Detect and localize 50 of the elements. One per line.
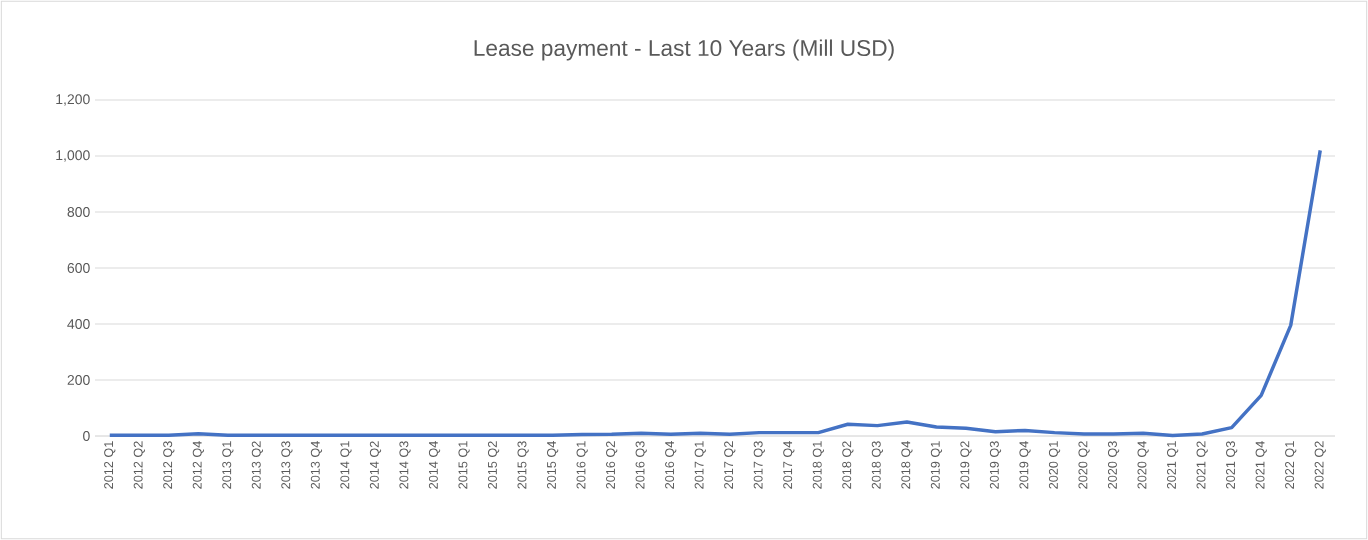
x-tick-label: 2012 Q2: [133, 441, 145, 489]
x-tick-label: 2021 Q4: [1255, 441, 1267, 489]
x-tick-label: 2018 Q4: [901, 441, 913, 489]
x-tick-label: 2022 Q2: [1314, 441, 1326, 489]
x-tick-label: 2021 Q1: [1167, 441, 1179, 489]
x-tick-label: 2019 Q4: [1019, 441, 1031, 489]
x-tick-label: 2018 Q3: [871, 441, 884, 489]
x-tick-label: 2013 Q4: [310, 441, 323, 489]
x-tick-label: 2015 Q4: [547, 441, 559, 489]
y-tick-label: 1,200: [56, 94, 90, 106]
x-tick-label: 2019 Q2: [960, 441, 972, 489]
x-tick-label: 2017 Q2: [724, 441, 736, 489]
x-tick-label: 2014 Q2: [369, 441, 382, 489]
x-tick-label: 2020 Q1: [1048, 441, 1061, 489]
y-tick-label: 200: [67, 375, 90, 385]
x-tick-label: 2016 Q1: [576, 441, 588, 489]
x-tick-label: 2012 Q4: [192, 441, 204, 489]
x-tick-label: 2013 Q1: [222, 441, 234, 489]
x-tick-label: 2017 Q3: [753, 441, 765, 489]
x-tick-label: 2019 Q3: [989, 441, 1002, 489]
x-tick-label: 2020 Q2: [1078, 441, 1090, 489]
x-tick-label: 2021 Q2: [1196, 441, 1208, 489]
y-tick-label: 0: [83, 431, 90, 441]
x-tick-label: 2012 Q1: [104, 441, 116, 489]
x-tick-label: 2020 Q3: [1107, 441, 1120, 489]
x-tick-label: 2017 Q4: [783, 441, 795, 489]
x-tick-label: 2019 Q1: [930, 441, 943, 489]
y-tick-label: 800: [67, 207, 90, 217]
x-tick-label: 2013 Q3: [281, 441, 293, 489]
x-tick-label: 2020 Q4: [1137, 441, 1149, 489]
x-tick-label: 2022 Q1: [1285, 441, 1297, 489]
x-tick-label: 2015 Q2: [487, 441, 500, 489]
x-tick-label: 2016 Q3: [635, 441, 647, 489]
x-tick-label: 2016 Q2: [606, 441, 618, 489]
x-tick-label: 2016 Q4: [665, 441, 677, 489]
x-tick-label: 2012 Q3: [163, 441, 175, 489]
x-tick-label: 2018 Q1: [812, 441, 824, 489]
x-tick-label: 2014 Q3: [399, 441, 411, 489]
x-tick-label: 2017 Q1: [694, 441, 706, 489]
x-tick-label: 2015 Q3: [517, 441, 529, 489]
x-tick-label: 2018 Q2: [842, 441, 854, 489]
x-tick-label: 2013 Q2: [251, 441, 264, 489]
x-tick-label: 2021 Q3: [1226, 441, 1238, 489]
x-tick-label: 2014 Q4: [428, 441, 441, 489]
x-tick-label: 2015 Q1: [458, 441, 470, 489]
x-tick-label: 2014 Q1: [340, 441, 352, 489]
chart-title: Lease payment - Last 10 Years (Mill USD): [474, 39, 894, 61]
y-tick-label: 1,000: [56, 150, 90, 162]
y-tick-label: 600: [67, 263, 90, 273]
y-tick-label: 400: [67, 319, 90, 329]
